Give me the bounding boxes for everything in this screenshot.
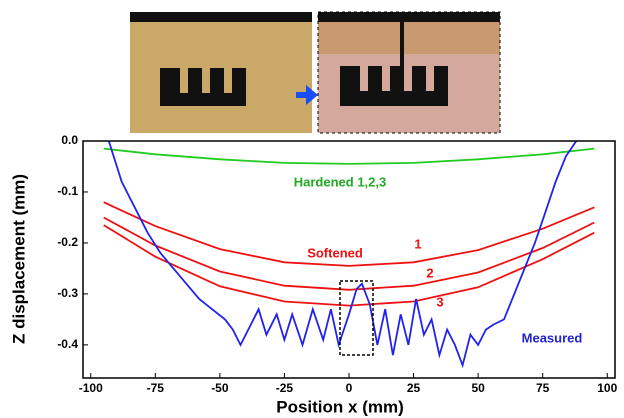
photo-after	[318, 12, 500, 133]
annotation: 2	[426, 265, 433, 280]
annotation: 1	[414, 236, 421, 251]
chart: Hardened 1,2,3 Softened 1 2 3 Measured P…	[0, 0, 624, 418]
y-tick-label: -0.4	[57, 337, 78, 351]
annotation: Hardened 1,2,3	[294, 174, 387, 189]
series-line	[104, 149, 595, 164]
x-tick-label: 100	[597, 381, 617, 395]
y-axis-title: Z displacement (mm)	[9, 174, 28, 344]
y-tick-label: -0.3	[57, 286, 78, 300]
annotation: Softened	[307, 245, 363, 260]
x-tick-label: 75	[536, 381, 550, 395]
annotation: Measured	[522, 330, 583, 345]
x-tick-label: -25	[276, 381, 294, 395]
y-tick-label: -0.1	[57, 184, 78, 198]
x-tick-label: -75	[147, 381, 165, 395]
x-tick-label: 50	[471, 381, 485, 395]
photo-before	[130, 12, 312, 133]
x-tick-label: -50	[211, 381, 229, 395]
x-tick-label: 0	[346, 381, 353, 395]
x-tick-label: 25	[407, 381, 421, 395]
x-axis-title: Position x (mm)	[276, 397, 404, 416]
y-tick-label: -0.2	[57, 235, 78, 249]
y-tick-label: 0.0	[61, 133, 78, 147]
x-tick-label: -100	[79, 381, 103, 395]
annotation: 3	[436, 294, 443, 309]
